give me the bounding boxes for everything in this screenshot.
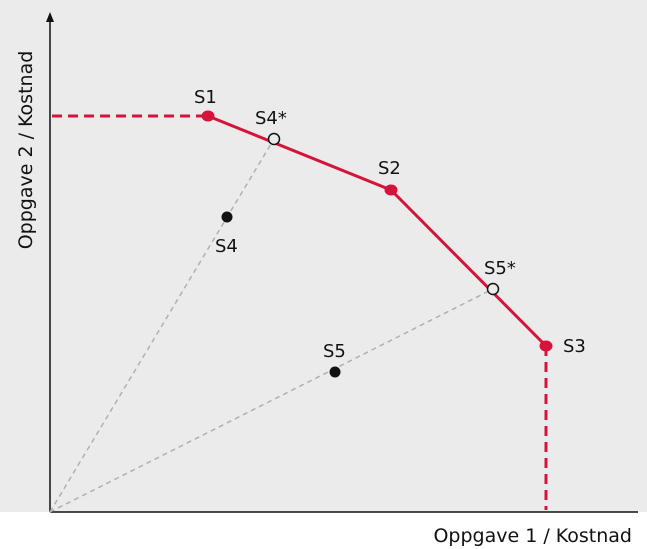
point-s4: [221, 211, 233, 223]
y-axis-arrowhead: [46, 12, 54, 22]
point-s5: [329, 366, 341, 378]
label-s5-star: S5*: [484, 258, 516, 279]
point-s4-star: [267, 132, 281, 146]
x-axis-title: Oppgave 1 / Kostnad: [433, 525, 632, 547]
point-s5-star: [486, 282, 500, 296]
ray-to-s4-star: [49, 138, 275, 513]
point-s1: [201, 110, 215, 122]
label-s3: S3: [563, 336, 586, 357]
label-s4-star: S4*: [255, 108, 287, 129]
point-s2: [384, 184, 398, 196]
label-s1: S1: [194, 87, 217, 108]
label-s5: S5: [323, 341, 346, 362]
label-s4: S4: [215, 236, 238, 257]
ray-to-s5-star: [49, 288, 494, 513]
x-axis-title-area: [0, 512, 647, 549]
y-axis-title: Oppgave 2 / Kostnad: [15, 51, 37, 250]
point-s3: [539, 340, 553, 352]
label-s2: S2: [378, 158, 401, 179]
